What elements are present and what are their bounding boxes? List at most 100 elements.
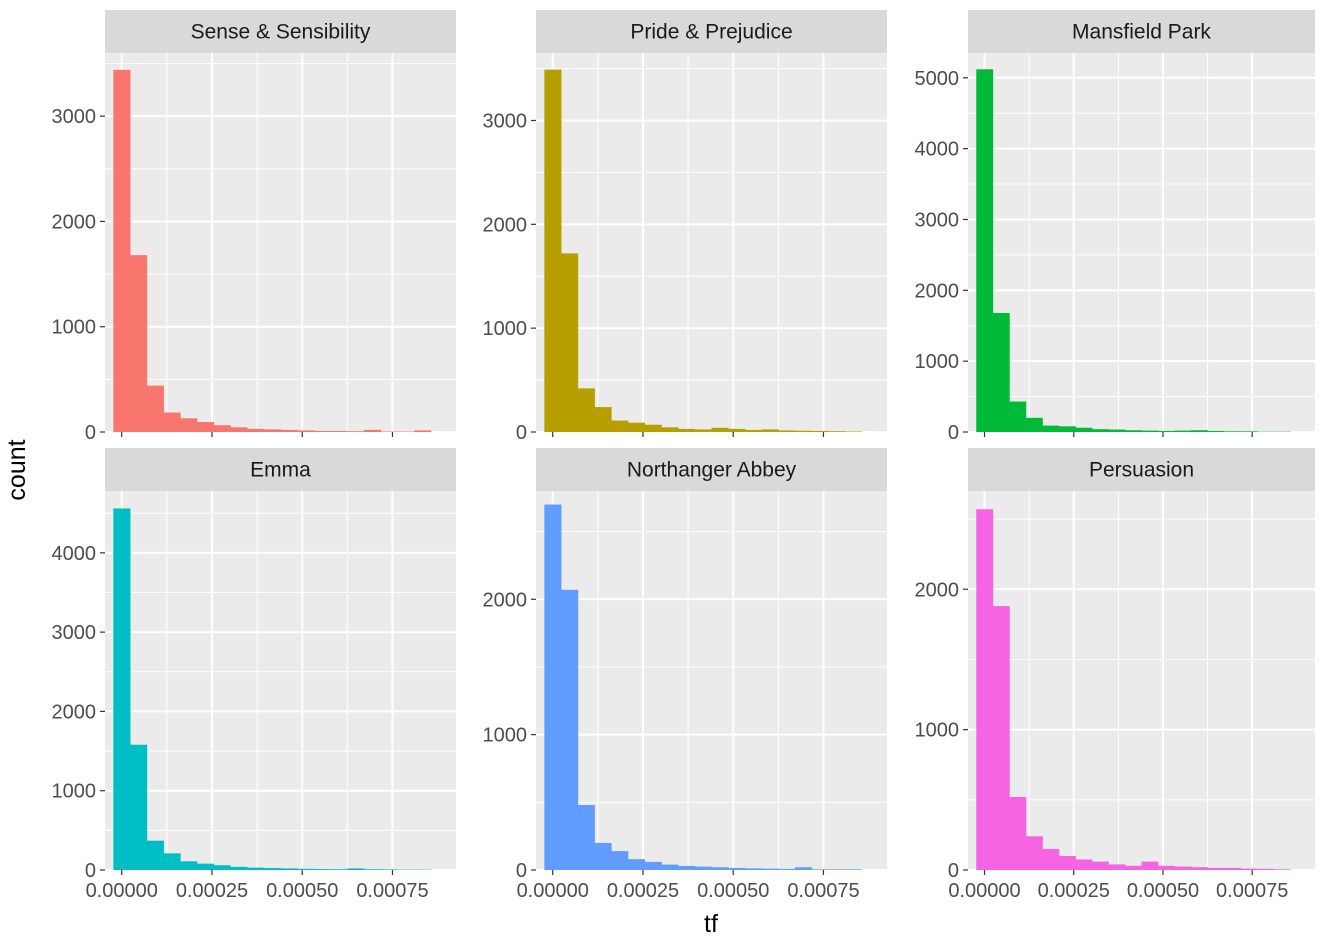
histogram-bar <box>644 861 662 870</box>
histogram-bar <box>180 861 198 870</box>
histogram-bar <box>180 418 198 432</box>
histogram-bar <box>196 863 215 870</box>
y-tick-label: 2000 <box>483 214 528 236</box>
histogram-bar <box>163 853 181 870</box>
histogram-bar <box>1075 859 1093 870</box>
facet-persuasion: Persuasion 0 1000 2000 0.00000 0.00025 0.00050… <box>915 448 1315 902</box>
panel-background <box>968 53 1315 432</box>
histogram-bar <box>1091 429 1109 432</box>
histogram-bar <box>811 430 829 432</box>
facet-strip-label: Pride & Prejudice <box>630 21 792 44</box>
histogram-bar <box>380 431 398 432</box>
histogram-bar <box>1207 867 1225 870</box>
histogram-bar <box>795 430 813 432</box>
y-tick-label: 5000 <box>915 68 960 90</box>
histogram-bar <box>744 868 763 870</box>
histogram-bar <box>1058 426 1076 432</box>
histogram-bar <box>213 425 231 432</box>
histogram-bar <box>1240 431 1258 432</box>
histogram-bar <box>1124 865 1142 870</box>
histogram-bar <box>577 388 595 432</box>
histogram-bar <box>146 840 164 870</box>
y-tick-label: 0 <box>948 422 959 444</box>
y-tick-label: 1000 <box>915 720 960 742</box>
histogram-bar <box>1124 430 1142 432</box>
histogram-bar <box>544 69 562 432</box>
histogram-bar <box>1273 869 1291 870</box>
histogram-bar <box>761 429 779 432</box>
histogram-bar <box>845 869 863 870</box>
histogram-bar <box>1174 430 1192 432</box>
facet-strip-label: Mansfield Park <box>1072 21 1211 44</box>
histogram-bar <box>230 427 248 432</box>
histogram-bar <box>728 428 746 432</box>
facet-emma: Emma 0 1000 2000 3000 4000 0.00000 0.00025 0.000… <box>52 448 456 902</box>
histogram-bar <box>594 407 612 432</box>
y-tick-label: 2000 <box>52 211 97 233</box>
facet-sense-and-sensibility: Sense & Sensibility 0 1000 2000 3000 <box>52 10 456 444</box>
histogram-bar <box>761 868 779 870</box>
histogram-bar <box>330 430 348 432</box>
x-tick-label: 0.00000 <box>86 880 158 902</box>
y-tick-label: 3000 <box>52 622 97 644</box>
y-tick-label: 2000 <box>915 280 960 302</box>
histogram-bar <box>711 867 729 870</box>
histogram-bar <box>661 864 679 870</box>
histogram-bar <box>976 509 994 870</box>
histogram-bar <box>1108 864 1126 870</box>
histogram-bar <box>1158 865 1175 870</box>
x-tick-label: 0.00075 <box>1216 880 1288 902</box>
facet-northanger-abbey: Northanger Abbey 0 1000 2000 0.00000 0.00025 0… <box>483 448 887 902</box>
facet-strip <box>968 448 1315 491</box>
histogram-bar <box>397 431 415 432</box>
histogram-bar <box>380 869 398 870</box>
histogram-bar <box>1224 867 1242 870</box>
facet-strip-label: Emma <box>250 459 311 482</box>
x-tick-label: 0.00075 <box>787 880 859 902</box>
histogram-bar <box>1009 797 1027 870</box>
histogram-bar <box>1091 861 1109 870</box>
facet-mansfield-park: Mansfield Park 0 1000 2000 3000 4000 5000 <box>915 10 1315 444</box>
histogram-bar <box>1224 431 1242 432</box>
y-tick-label: 0 <box>516 422 527 444</box>
histogram-bar <box>811 869 829 870</box>
y-tick-label: 1000 <box>52 781 97 803</box>
y-tick-label: 0 <box>948 860 959 882</box>
histogram-bar <box>414 430 432 432</box>
histogram-bar <box>230 866 248 870</box>
histogram-bar <box>627 422 646 432</box>
histogram-bar <box>544 504 562 870</box>
histogram-bar <box>1141 861 1159 870</box>
y-tick-label: 3000 <box>483 110 528 132</box>
panel-background <box>536 53 887 432</box>
histogram-bar <box>263 429 281 432</box>
histogram-bar <box>247 428 265 432</box>
facet-strip <box>105 10 456 53</box>
histogram-bar <box>1042 848 1060 870</box>
histogram-bar <box>778 868 796 870</box>
histogram-bar <box>1009 401 1027 432</box>
facet-strip <box>536 10 887 53</box>
histogram-bar <box>561 253 579 432</box>
histogram-bar <box>1257 868 1275 870</box>
y-tick-label: 0 <box>85 860 96 882</box>
x-tick-label: 0.00050 <box>1127 880 1199 902</box>
histogram-bar <box>280 868 298 870</box>
x-axis-title: tf <box>704 910 718 938</box>
histogram-bar <box>1042 425 1060 432</box>
y-tick-label: 0 <box>85 422 96 444</box>
histogram-bar <box>297 430 315 432</box>
y-tick-label: 1000 <box>483 318 528 340</box>
histogram-bar <box>577 805 595 870</box>
histogram-bar <box>347 431 365 432</box>
histogram-bar <box>196 421 215 432</box>
histogram-bar <box>313 430 332 432</box>
x-tick-label: 0.00000 <box>517 880 589 902</box>
histogram-bar <box>297 868 315 870</box>
histogram-bar <box>992 606 1010 870</box>
histogram-bar <box>976 69 994 432</box>
histogram-bar <box>678 865 696 870</box>
histogram-bar <box>1025 836 1043 870</box>
y-tick-label: 2000 <box>915 579 960 601</box>
